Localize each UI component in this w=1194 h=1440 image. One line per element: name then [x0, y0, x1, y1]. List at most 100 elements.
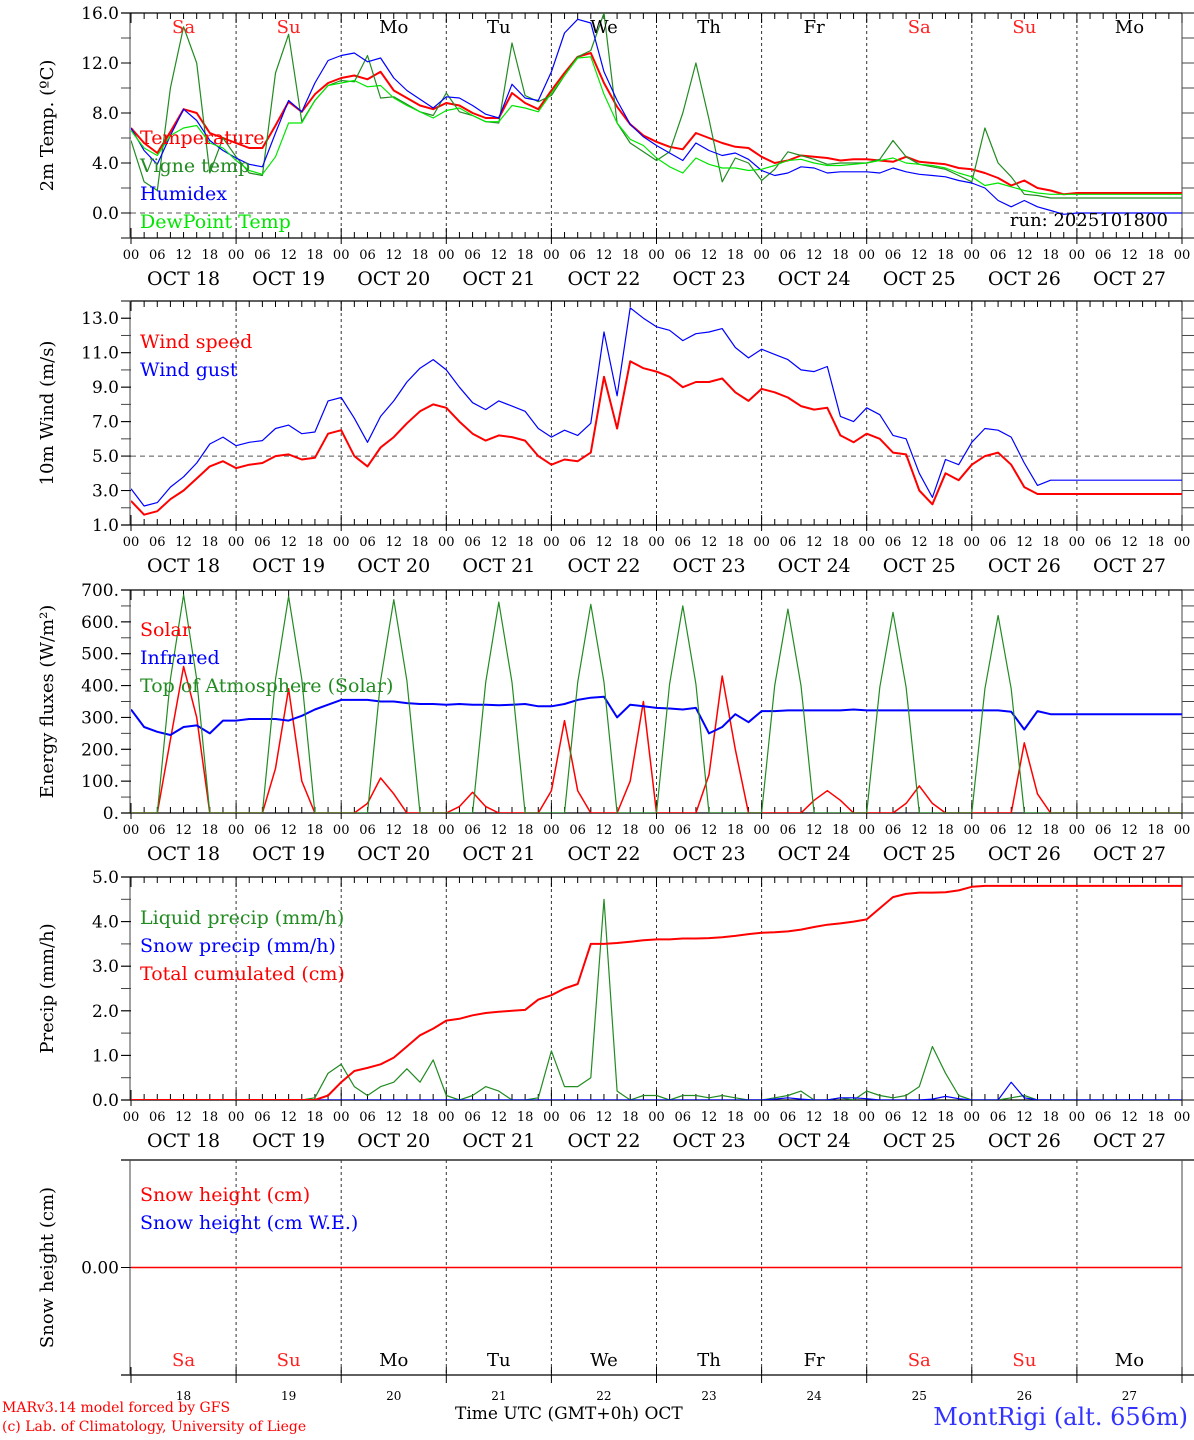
x-hour-tick-label: 06: [149, 248, 166, 263]
station-label: MontRigi (alt. 656m): [933, 1403, 1188, 1431]
y-tick-label: 200.: [81, 740, 119, 760]
x-hour-tick-label: 12: [385, 248, 402, 263]
x-hour-tick-label: 00: [648, 535, 665, 550]
y-tick-label: 12.0: [81, 54, 119, 74]
x-hour-tick-label: 06: [569, 535, 586, 550]
x-hour-tick-label: 00: [964, 248, 981, 263]
legend-entry: Snow height (cm W.E.): [140, 1212, 358, 1234]
x-hour-tick-label: 12: [806, 823, 823, 838]
x-hour-tick-label: 12: [806, 248, 823, 263]
x-date-label: OCT 22: [567, 555, 640, 577]
x-date-label: OCT 18: [147, 268, 220, 290]
x-hour-tick-label: 00: [858, 1110, 875, 1125]
x-hour-tick-label: 18: [622, 535, 639, 550]
x-hour-tick-label: 18: [307, 535, 324, 550]
x-hour-tick-label: 18: [1042, 248, 1059, 263]
x-date-label: OCT 24: [778, 1130, 851, 1152]
x-day-number-label: 19: [281, 1389, 296, 1403]
day-name-label: We: [590, 17, 618, 38]
x-hour-tick-label: 12: [911, 535, 928, 550]
day-name-label: Th: [697, 17, 721, 38]
x-hour-tick-label: 12: [806, 1110, 823, 1125]
panel-wind: [121, 300, 1194, 531]
series-line-wind-speed: [131, 360, 1182, 516]
x-hour-tick-label: 12: [911, 823, 928, 838]
x-hour-tick-label: 06: [149, 535, 166, 550]
day-name-label: We: [590, 1350, 618, 1371]
y-tick-label: 0.0: [92, 1091, 119, 1111]
x-hour-tick-label: 00: [1174, 248, 1191, 263]
x-hour-tick-label: 12: [701, 248, 718, 263]
legend-entry: Liquid precip (mm/h): [140, 907, 344, 929]
time-axis-text: Time UTC (GMT+0h): [455, 1404, 640, 1424]
day-name-label: Su: [1012, 17, 1036, 38]
x-hour-tick-label: 06: [780, 1110, 797, 1125]
x-date-label: OCT 22: [567, 843, 640, 865]
x-hour-tick-label: 00: [438, 248, 455, 263]
x-hour-tick-label: 18: [1042, 535, 1059, 550]
legend-entry: Temperature: [140, 127, 264, 149]
x-hour-tick-label: 00: [1069, 248, 1086, 263]
x-hour-tick-label: 12: [911, 248, 928, 263]
series-line-solar: [131, 665, 1182, 813]
x-hour-tick-label: 12: [280, 823, 297, 838]
day-name-label: Su: [277, 17, 301, 38]
x-hour-tick-label: 18: [412, 248, 429, 263]
x-hour-tick-label: 06: [1095, 248, 1112, 263]
x-hour-tick-label: 00: [753, 248, 770, 263]
x-hour-tick-label: 06: [675, 1110, 692, 1125]
x-hour-tick-label: 00: [753, 1110, 770, 1125]
x-hour-tick-label: 06: [885, 248, 902, 263]
y-tick-label: 5.0: [92, 447, 119, 467]
day-name-label: Sa: [172, 17, 195, 38]
x-hour-tick-label: 00: [333, 823, 350, 838]
x-hour-tick-label: 18: [202, 535, 219, 550]
series-line-wind-gust: [131, 307, 1182, 507]
x-hour-tick-label: 00: [648, 248, 665, 263]
x-hour-tick-label: 00: [858, 823, 875, 838]
x-date-label: OCT 21: [462, 268, 535, 290]
panel-precip: [121, 876, 1194, 1106]
y-tick-label: 7.0: [92, 413, 119, 433]
y-tick-label: 0.0: [92, 204, 119, 224]
y-tick-label: 11.0: [81, 344, 119, 364]
x-date-label: OCT 27: [1093, 1130, 1166, 1152]
x-hour-tick-label: 00: [1069, 535, 1086, 550]
x-hour-tick-label: 12: [491, 248, 508, 263]
x-date-label: OCT 23: [673, 555, 746, 577]
x-hour-tick-label: 12: [385, 1110, 402, 1125]
series-line-top-of-atmosphere-solar: [131, 594, 1182, 813]
y-tick-label: 13.0: [81, 309, 119, 329]
x-hour-tick-label: 06: [780, 535, 797, 550]
x-date-label: OCT 19: [252, 843, 325, 865]
x-hour-tick-label: 00: [1174, 1110, 1191, 1125]
x-hour-tick-label: 18: [727, 1110, 744, 1125]
legend-entry: Solar: [140, 619, 192, 641]
x-hour-tick-label: 18: [832, 823, 849, 838]
x-hour-tick-label: 12: [280, 248, 297, 263]
day-name-label: Sa: [908, 1350, 931, 1371]
x-day-number-label: 21: [491, 1389, 506, 1403]
x-hour-tick-label: 00: [964, 535, 981, 550]
x-date-label: OCT 18: [147, 555, 220, 577]
x-hour-tick-label: 18: [832, 535, 849, 550]
y-tick-label: 300.: [81, 708, 119, 728]
x-hour-tick-label: 06: [254, 823, 271, 838]
x-hour-tick-label: 06: [885, 535, 902, 550]
x-hour-tick-label: 12: [701, 535, 718, 550]
legend-entry: Humidex: [140, 183, 227, 205]
y-tick-label: 2.0: [92, 1002, 119, 1022]
y-tick-label: 8.0: [92, 104, 119, 124]
x-hour-tick-label: 12: [1016, 1110, 1033, 1125]
x-date-label: OCT 26: [988, 843, 1061, 865]
x-hour-tick-label: 18: [1147, 1110, 1164, 1125]
legend-entry: Vigne temp: [139, 155, 250, 177]
x-hour-tick-label: 18: [1147, 535, 1164, 550]
x-hour-tick-label: 12: [596, 823, 613, 838]
x-hour-tick-label: 00: [543, 823, 560, 838]
x-hour-tick-label: 06: [569, 823, 586, 838]
x-hour-tick-label: 18: [622, 248, 639, 263]
day-name-label: Mo: [379, 17, 408, 38]
x-hour-tick-label: 06: [675, 823, 692, 838]
x-hour-tick-label: 06: [675, 535, 692, 550]
